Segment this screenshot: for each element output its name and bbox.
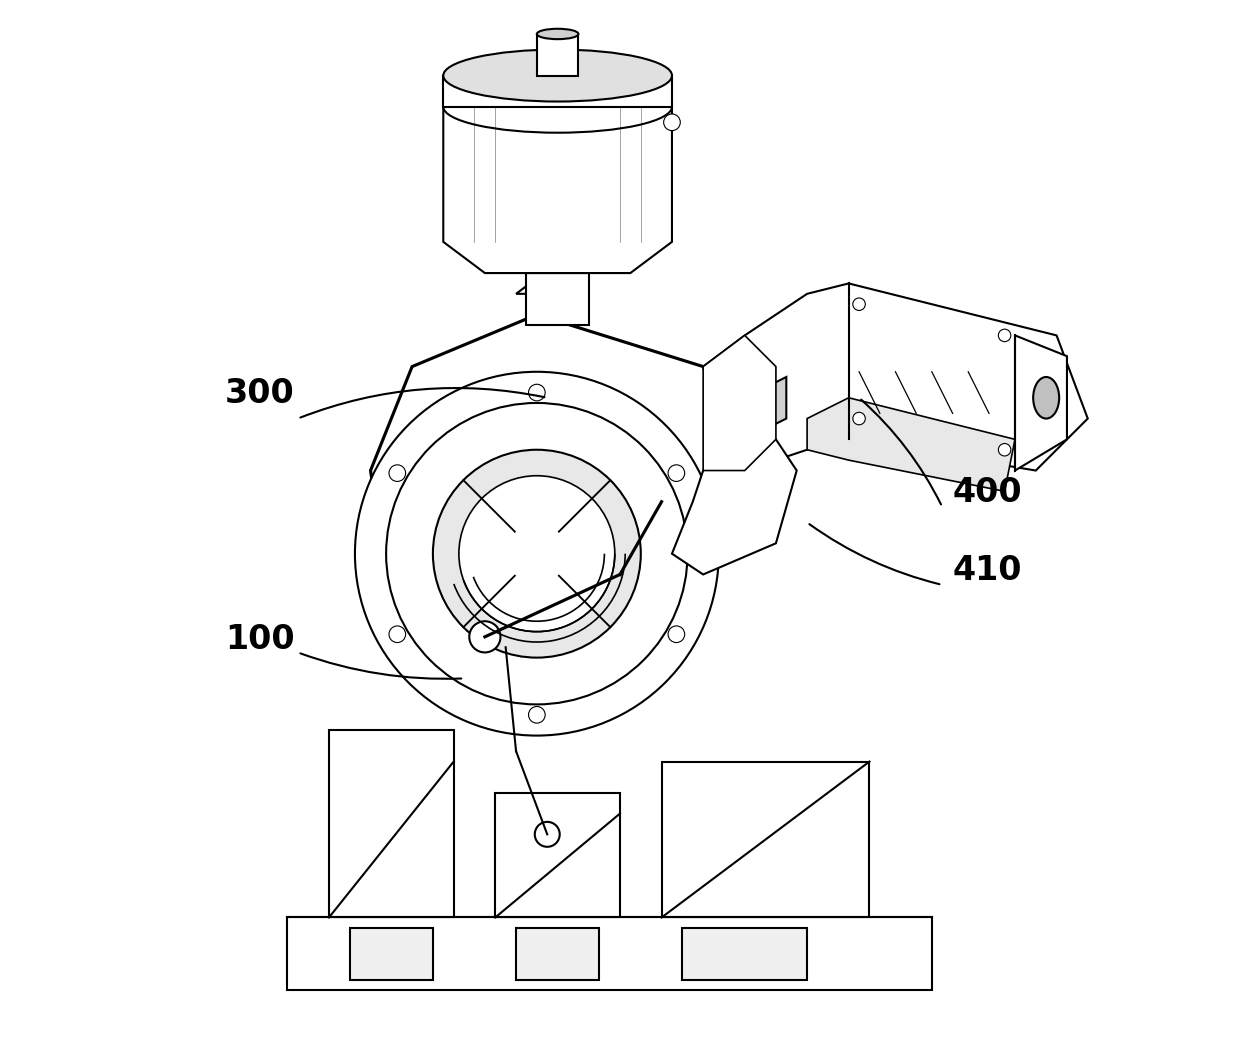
Circle shape <box>668 465 684 482</box>
Polygon shape <box>1016 335 1066 470</box>
Polygon shape <box>443 107 672 273</box>
Text: 410: 410 <box>952 554 1022 586</box>
Ellipse shape <box>1033 377 1059 419</box>
Circle shape <box>853 413 866 424</box>
FancyBboxPatch shape <box>495 793 620 918</box>
FancyBboxPatch shape <box>527 273 589 325</box>
Circle shape <box>528 706 546 723</box>
Circle shape <box>853 298 866 310</box>
Ellipse shape <box>443 80 672 133</box>
FancyBboxPatch shape <box>350 928 433 980</box>
Circle shape <box>389 626 405 643</box>
Circle shape <box>469 621 501 652</box>
Polygon shape <box>672 439 797 575</box>
Text: 300: 300 <box>224 377 295 410</box>
FancyBboxPatch shape <box>485 241 630 273</box>
Polygon shape <box>807 398 1016 491</box>
FancyBboxPatch shape <box>682 928 807 980</box>
FancyBboxPatch shape <box>329 730 454 918</box>
Polygon shape <box>745 377 786 439</box>
FancyBboxPatch shape <box>662 762 869 918</box>
FancyBboxPatch shape <box>537 33 578 75</box>
Circle shape <box>663 114 681 131</box>
Circle shape <box>459 475 615 631</box>
Circle shape <box>668 626 684 643</box>
Polygon shape <box>443 75 672 107</box>
Circle shape <box>389 465 405 482</box>
Polygon shape <box>703 335 776 470</box>
Polygon shape <box>371 315 745 657</box>
Ellipse shape <box>443 49 672 101</box>
Text: 400: 400 <box>952 475 1022 509</box>
Circle shape <box>534 821 559 846</box>
Polygon shape <box>516 262 558 294</box>
Circle shape <box>528 385 546 401</box>
FancyBboxPatch shape <box>288 918 931 991</box>
Polygon shape <box>703 283 1087 470</box>
FancyBboxPatch shape <box>516 928 599 980</box>
Ellipse shape <box>537 29 578 39</box>
Circle shape <box>433 449 641 657</box>
Circle shape <box>355 372 719 736</box>
Circle shape <box>386 403 687 704</box>
Circle shape <box>998 329 1011 342</box>
Text: 100: 100 <box>224 623 295 656</box>
Circle shape <box>998 443 1011 456</box>
